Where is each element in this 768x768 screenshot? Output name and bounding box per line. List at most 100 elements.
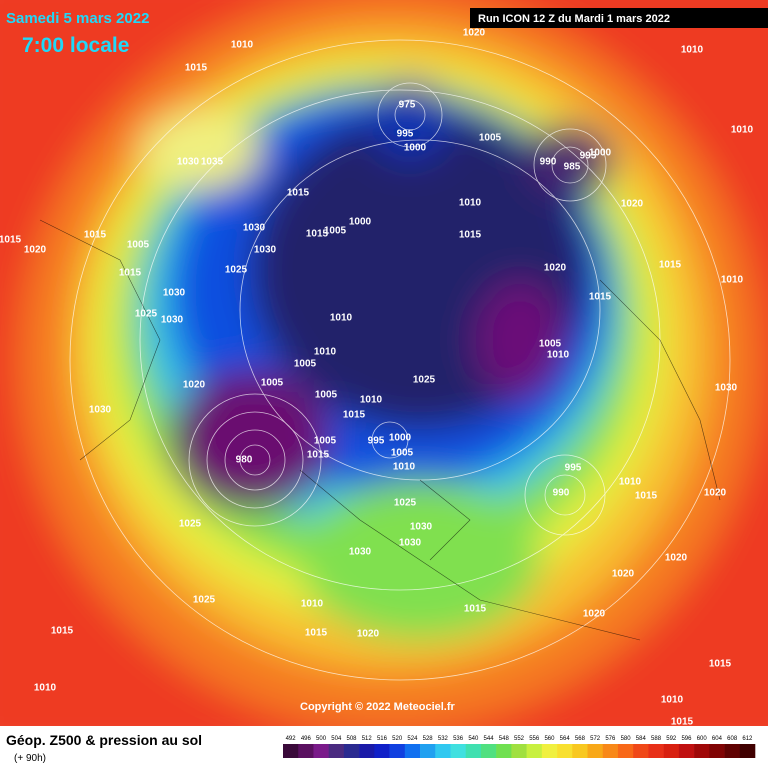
footer-lead: (+ 90h)	[14, 753, 46, 764]
scale-swatch	[678, 744, 695, 758]
scale-label: 552	[514, 736, 525, 742]
scale-label: 512	[362, 736, 373, 742]
scale-label: 568	[575, 736, 586, 742]
isobar-label: 1010	[360, 395, 383, 406]
footer-title: Géop. Z500 & pression au sol	[6, 732, 202, 748]
isobar-label: 1025	[413, 375, 436, 386]
color-scale: 492 496 500 504 508 512 516 520 524 528 532 536 540 5…	[283, 736, 756, 758]
scale-label: 536	[453, 736, 464, 742]
scale-swatch	[511, 744, 527, 758]
scale-swatch	[435, 744, 451, 758]
isobar-label: 1020	[621, 199, 644, 210]
coastlines	[39, 219, 721, 641]
scale-swatch	[328, 744, 345, 758]
isobar-label: 1025	[135, 309, 158, 320]
scale-swatch	[526, 744, 543, 758]
isobar-label: 1015	[459, 230, 482, 241]
scale-label: 560	[544, 736, 555, 742]
isobar-label: 1005	[391, 448, 414, 459]
isobar-label: 1030	[399, 538, 422, 549]
isobar-label: 1035	[201, 157, 224, 168]
isobar-label: 1005	[294, 359, 317, 370]
scale-swatch	[420, 744, 436, 758]
isobar-label: 1020	[357, 629, 380, 640]
isobar-label: 1010	[721, 275, 744, 286]
scale-label: 604	[712, 736, 723, 742]
isobars	[69, 39, 731, 681]
isobar-label: 1015	[185, 63, 208, 74]
isobar-label: 990	[553, 488, 570, 499]
scale-label: 520	[392, 736, 403, 742]
isobar-label: 1005	[539, 339, 562, 350]
scale-swatch	[496, 744, 512, 758]
isobar-label: 1010	[231, 40, 254, 51]
isobar-label: 1010	[330, 313, 353, 324]
scale-label: 540	[468, 736, 479, 742]
isobar-label: 1005	[479, 133, 502, 144]
scale-label: 500	[316, 736, 327, 742]
isobar-label: 1005	[314, 436, 337, 447]
scale-swatch	[739, 744, 756, 758]
scale-label: 516	[377, 736, 388, 742]
isobar-label: 1010	[301, 599, 324, 610]
isobar-label: 1010	[314, 347, 337, 358]
scale-swatch	[465, 744, 482, 758]
isobar-label: 1025	[193, 595, 216, 606]
scale-swatch	[480, 744, 497, 758]
isobar-label: 1025	[225, 265, 248, 276]
isobar-label: 1010	[731, 125, 754, 136]
isobar-label: 1030	[243, 223, 266, 234]
scale-label: 612	[742, 736, 753, 742]
scale-label: 556	[529, 736, 540, 742]
isobar-label: 995	[368, 436, 385, 447]
isobar-label: 1015	[119, 268, 142, 279]
scale-swatch	[298, 744, 314, 758]
isobar-label: 1025	[179, 519, 202, 530]
scale-label: 496	[301, 736, 312, 742]
isobar-label: 1015	[635, 491, 658, 502]
isobar-label: 1015	[307, 450, 330, 461]
isobar-label: 1015	[464, 604, 487, 615]
isobar-label: 1030	[410, 522, 433, 533]
isobar-label: 995	[565, 463, 582, 474]
scale-label: 548	[499, 736, 510, 742]
scale-label: 588	[651, 736, 662, 742]
isobar-label: 995	[580, 151, 597, 162]
scale-swatch	[587, 744, 604, 758]
isobar-label: 1010	[547, 350, 570, 361]
isobar-label: 1005	[324, 226, 347, 237]
scale-swatch	[633, 744, 649, 758]
scale-label: 492	[286, 736, 297, 742]
run-info: Run ICON 12 Z du Mardi 1 mars 2022	[478, 13, 670, 25]
isobar-label: 1010	[619, 477, 642, 488]
isobar-label: 1010	[34, 683, 57, 694]
scale-swatch	[557, 744, 573, 758]
scale-label: 596	[681, 736, 692, 742]
isobar-label: 1005	[315, 390, 338, 401]
isobar-label: 1015	[659, 260, 682, 271]
scale-swatch	[663, 744, 680, 758]
date: Samedi 5 mars 2022	[6, 10, 149, 27]
isobar-label: 1030	[254, 245, 277, 256]
isobar-label: 1015	[51, 626, 74, 637]
scale-swatch	[374, 744, 390, 758]
isobar-label: 1030	[163, 288, 186, 299]
scale-swatch	[648, 744, 664, 758]
isobar-label: 1030	[89, 405, 112, 416]
isobar-label: 1000	[404, 143, 427, 154]
scale-label: 524	[407, 736, 418, 742]
scale-swatch	[724, 744, 741, 758]
isobar-label: 990	[540, 157, 557, 168]
scale-swatch	[343, 744, 360, 758]
run-box	[470, 8, 768, 28]
isobar-label: 1020	[612, 569, 635, 580]
isobar-label: 980	[236, 455, 253, 466]
isobar-label: 1020	[665, 553, 688, 564]
isobar-label: 1020	[544, 263, 567, 274]
isobar-label: 1030	[715, 383, 738, 394]
scale-swatch	[283, 744, 299, 758]
scale-label: 608	[727, 736, 738, 742]
scale-swatch	[313, 744, 329, 758]
